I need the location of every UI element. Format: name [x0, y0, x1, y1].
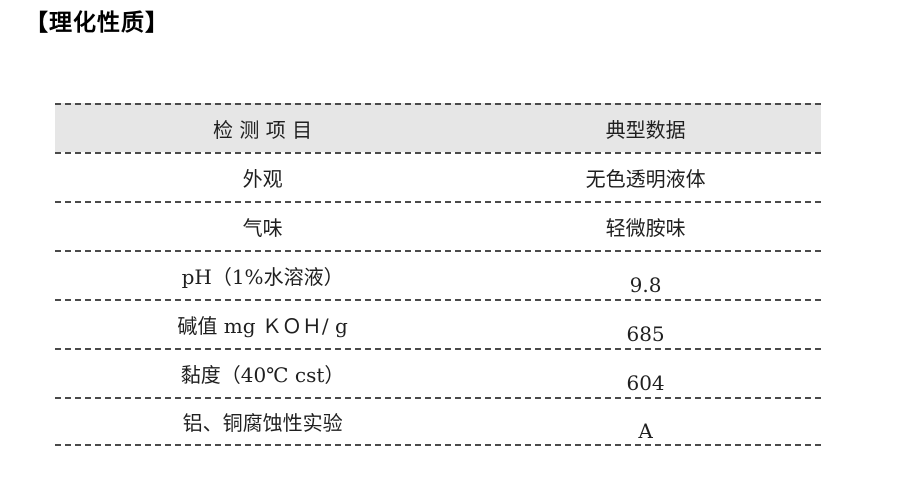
row-value-text: A	[638, 418, 653, 443]
table-row: 气味 轻微胺味	[55, 201, 821, 250]
row-label: 黏度（40℃ cst）	[180, 363, 345, 387]
row-value: 604	[470, 350, 821, 397]
row-value: A	[470, 399, 821, 444]
column-header-item: 检 测 项 目	[213, 118, 313, 142]
row-value: 685	[470, 301, 821, 348]
table-row: 铝、铜腐蚀性实验 A	[55, 397, 821, 446]
table-row: 碱值 mg ＫＯＨ/ g 685	[55, 299, 821, 348]
table-header-row: 检 测 项 目 典型数据	[55, 103, 821, 152]
properties-table: 检 测 项 目 典型数据 外观 无色透明液体 气味 轻微胺味 pH（1%水溶液）…	[55, 103, 821, 446]
row-label: pH（1%水溶液）	[181, 265, 344, 289]
row-label: 铝、铜腐蚀性实验	[182, 411, 343, 435]
row-value: 无色透明液体	[585, 167, 706, 191]
table-row: 外观 无色透明液体	[55, 152, 821, 201]
column-header-value: 典型数据	[605, 118, 686, 142]
table-row: pH（1%水溶液） 9.8	[55, 250, 821, 299]
row-label: 气味	[242, 216, 283, 240]
row-value-text: 9.8	[629, 272, 662, 297]
row-value: 轻微胺味	[605, 216, 686, 240]
row-label: 外观	[242, 167, 283, 191]
row-value-text: 685	[626, 321, 665, 346]
page-title: 【理化性质】	[25, 10, 169, 36]
row-value-text: 604	[626, 370, 665, 395]
table-row: 黏度（40℃ cst） 604	[55, 348, 821, 397]
row-value: 9.8	[470, 252, 821, 299]
row-label: 碱值 mg ＫＯＨ/ g	[177, 314, 348, 338]
